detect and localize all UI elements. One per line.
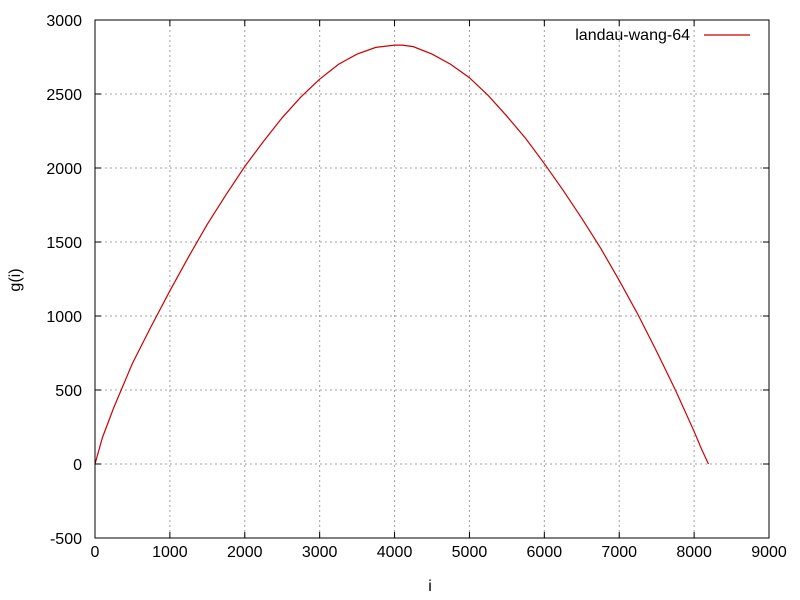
y-tick-label: -500: [50, 531, 82, 548]
y-tick-labels: -500 0 500 1000 1500 2000 2500 3000: [46, 13, 82, 548]
legend-label: landau-wang-64: [575, 27, 690, 44]
x-tick-label: 2000: [227, 544, 263, 561]
x-axis-label: i: [428, 578, 432, 595]
x-tick-label: 3000: [302, 544, 338, 561]
x-tick-label: 9000: [751, 544, 787, 561]
x-tick-label: 8000: [676, 544, 712, 561]
y-tick-label: 1500: [46, 235, 82, 252]
y-tick-label: 2500: [46, 87, 82, 104]
legend: landau-wang-64: [575, 27, 750, 44]
y-axis-label: g(i): [7, 268, 24, 291]
y-tick-label: 1000: [46, 309, 82, 326]
x-tick-labels: 0 1000 2000 3000 4000 5000 6000 7000 8000 9000: [91, 544, 787, 561]
x-tick-label: 6000: [527, 544, 563, 561]
y-tick-label: 500: [55, 383, 82, 400]
series-layer: [94, 44, 710, 465]
axis-ticks: [94, 19, 770, 539]
grid: [95, 20, 769, 538]
y-tick-label: 0: [73, 457, 82, 474]
plot-frame: [94, 19, 770, 539]
x-tick-label: 4000: [377, 544, 413, 561]
x-tick-label: 1000: [152, 544, 188, 561]
x-tick-label: 0: [91, 544, 100, 561]
series-line: [94, 44, 710, 465]
y-tick-label: 2000: [46, 161, 82, 178]
y-tick-label: 3000: [46, 13, 82, 30]
x-tick-label: 5000: [452, 544, 488, 561]
x-tick-label: 7000: [601, 544, 637, 561]
